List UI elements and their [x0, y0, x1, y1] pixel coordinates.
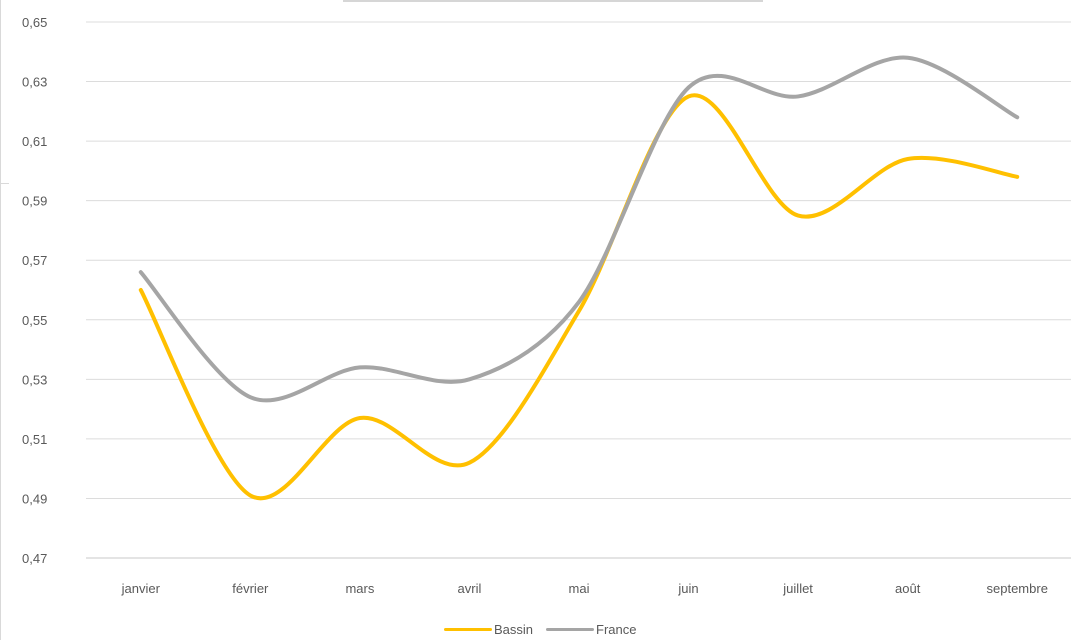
- x-tick-label: septembre: [987, 581, 1048, 596]
- y-tick-label: 0,59: [22, 194, 47, 209]
- gridlines: [86, 21, 1071, 499]
- cropped-title-area: [343, 0, 763, 10]
- x-tick-label: juin: [677, 581, 698, 596]
- y-tick-label: 0,51: [22, 432, 47, 447]
- legend-item-bassin: Bassin: [444, 622, 533, 637]
- x-tick-label: février: [232, 581, 269, 596]
- x-tick-label: mai: [569, 581, 590, 596]
- legend-label-bassin: Bassin: [494, 621, 534, 637]
- y-tick-label: 0,65: [22, 15, 47, 30]
- y-tick-label: 0,47: [22, 551, 47, 566]
- chart-legend: Bassin France: [444, 620, 637, 638]
- series-line-france: [138, 55, 1020, 403]
- y-tick-label: 0,49: [22, 491, 47, 506]
- y-tick-label: 0,55: [22, 313, 47, 328]
- series-line-bassin: [138, 93, 1020, 501]
- legend-item-france: France: [546, 621, 637, 637]
- tick-labels: 0,47 0,49 0,51 0,53 0,55 0,57 0,59 0,61 0,63 0,65…: [22, 15, 1048, 596]
- x-tick-label: juillet: [782, 581, 813, 596]
- legend-swatch-france: [546, 627, 595, 631]
- y-tick-label: 0,63: [22, 75, 47, 90]
- legend-swatch-bassin: [444, 627, 492, 631]
- data-series: [138, 55, 1020, 501]
- x-tick-label: août: [895, 581, 921, 596]
- x-tick-label: mars: [345, 581, 374, 596]
- y-tick-label: 0,53: [22, 372, 47, 387]
- legend-label-france: France: [596, 621, 637, 637]
- y-tick-label: 0,57: [22, 253, 47, 268]
- x-tick-label: avril: [458, 581, 482, 596]
- y-tick-label: 0,61: [22, 134, 47, 149]
- chart-frame-mark: [1, 183, 9, 184]
- x-tick-label: janvier: [121, 581, 161, 596]
